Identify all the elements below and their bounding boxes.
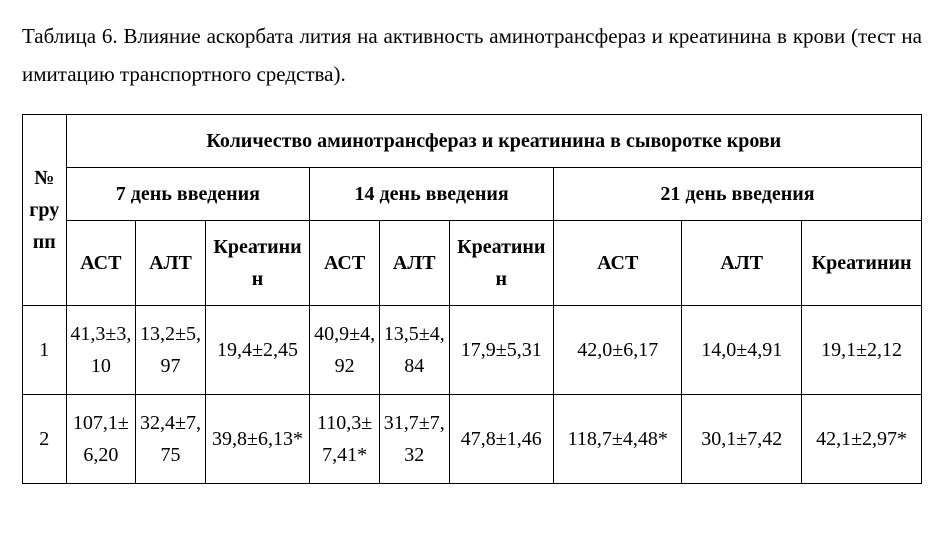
d21-ast-header: АСТ xyxy=(554,220,682,305)
day14-header: 14 день введения xyxy=(310,167,554,220)
d21-cre-header: Креатинин xyxy=(802,220,922,305)
table-caption: Таблица 6. Влияние аскорбата лития на ак… xyxy=(22,18,922,94)
data-table: № групп Количество аминотрансфераз и кре… xyxy=(22,114,922,484)
cell-d21-cre: 42,1±2,97* xyxy=(802,394,922,483)
cell-d7-cre: 39,8±6,13* xyxy=(205,394,309,483)
d14-ast-header: АСТ xyxy=(310,220,380,305)
cell-d7-ast: 41,3±3,10 xyxy=(66,305,136,394)
d14-alt-header: АЛТ xyxy=(379,220,449,305)
d21-alt-header: АЛТ xyxy=(682,220,802,305)
cell-d14-alt: 13,5±4,84 xyxy=(379,305,449,394)
d7-cre-header: Креатинин xyxy=(205,220,309,305)
cell-d21-cre: 19,1±2,12 xyxy=(802,305,922,394)
table-row: 1 41,3±3,10 13,2±5,97 19,4±2,45 40,9±4,9… xyxy=(23,305,922,394)
d14-cre-header: Креатинин xyxy=(449,220,553,305)
row-number: 2 xyxy=(23,394,67,483)
cell-d7-cre: 19,4±2,45 xyxy=(205,305,309,394)
cell-d21-alt: 14,0±4,91 xyxy=(682,305,802,394)
cell-d7-alt: 32,4±7,75 xyxy=(136,394,206,483)
cell-d21-ast: 42,0±6,17 xyxy=(554,305,682,394)
cell-d14-ast: 110,3±7,41* xyxy=(310,394,380,483)
cell-d14-cre: 47,8±1,46 xyxy=(449,394,553,483)
cell-d14-ast: 40,9±4,92 xyxy=(310,305,380,394)
day21-header: 21 день введения xyxy=(554,167,922,220)
cell-d7-alt: 13,2±5,97 xyxy=(136,305,206,394)
d7-ast-header: АСТ xyxy=(66,220,136,305)
cell-d21-ast: 118,7±4,48* xyxy=(554,394,682,483)
cell-d7-ast: 107,1±6,20 xyxy=(66,394,136,483)
table-row: 2 107,1±6,20 32,4±7,75 39,8±6,13* 110,3±… xyxy=(23,394,922,483)
day7-header: 7 день введения xyxy=(66,167,310,220)
d7-alt-header: АЛТ xyxy=(136,220,206,305)
cell-d21-alt: 30,1±7,42 xyxy=(682,394,802,483)
cell-d14-alt: 31,7±7,32 xyxy=(379,394,449,483)
group-number-header: № групп xyxy=(23,114,67,305)
row-number: 1 xyxy=(23,305,67,394)
cell-d14-cre: 17,9±5,31 xyxy=(449,305,553,394)
super-header: Количество аминотрансфераз и креатинина … xyxy=(66,114,921,167)
